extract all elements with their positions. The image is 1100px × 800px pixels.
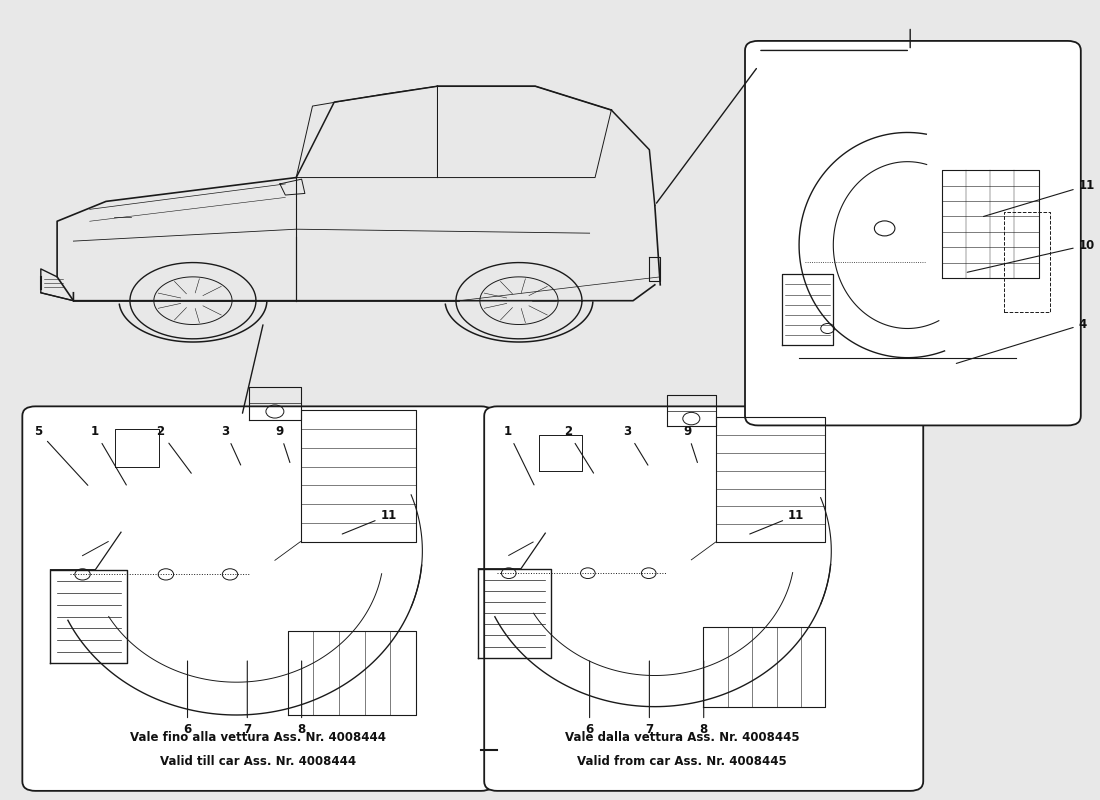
Text: 11: 11 xyxy=(750,509,804,534)
Text: 9: 9 xyxy=(683,426,697,462)
Text: 10: 10 xyxy=(967,238,1094,272)
Text: 7: 7 xyxy=(243,661,252,736)
Text: Vale fino alla vettura Ass. Nr. 4008444: Vale fino alla vettura Ass. Nr. 4008444 xyxy=(130,731,386,744)
Text: 1: 1 xyxy=(91,426,127,485)
Text: 2: 2 xyxy=(564,426,594,473)
Text: 4: 4 xyxy=(956,318,1087,363)
FancyBboxPatch shape xyxy=(484,406,923,791)
Text: Valid till car Ass. Nr. 4008444: Valid till car Ass. Nr. 4008444 xyxy=(161,755,356,768)
Text: 5: 5 xyxy=(34,426,88,486)
Text: 7: 7 xyxy=(646,661,653,736)
Text: 2: 2 xyxy=(156,426,191,474)
Text: 11: 11 xyxy=(983,179,1094,217)
Text: 8: 8 xyxy=(297,661,306,736)
Text: 11: 11 xyxy=(342,509,397,534)
FancyBboxPatch shape xyxy=(745,41,1081,426)
Text: 8: 8 xyxy=(700,661,707,736)
Text: 3: 3 xyxy=(221,426,241,465)
Text: 9: 9 xyxy=(276,426,290,462)
Text: 3: 3 xyxy=(624,426,648,465)
Text: Vale dalla vettura Ass. Nr. 4008445: Vale dalla vettura Ass. Nr. 4008445 xyxy=(564,731,800,744)
FancyBboxPatch shape xyxy=(22,406,494,791)
Text: 1: 1 xyxy=(504,426,535,485)
Text: Valid from car Ass. Nr. 4008445: Valid from car Ass. Nr. 4008445 xyxy=(578,755,786,768)
Text: 6: 6 xyxy=(184,661,191,736)
Text: 6: 6 xyxy=(585,661,594,736)
